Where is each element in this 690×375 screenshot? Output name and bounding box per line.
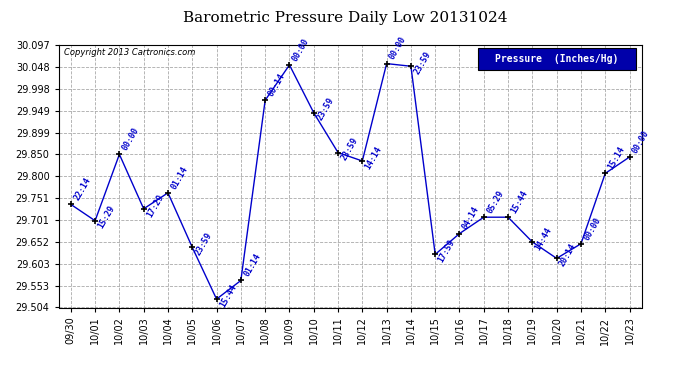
FancyBboxPatch shape	[478, 48, 636, 70]
Text: Copyright 2013 Cartronics.com: Copyright 2013 Cartronics.com	[64, 48, 196, 57]
Text: 14:44: 14:44	[533, 226, 554, 252]
Text: 15:44: 15:44	[509, 189, 530, 215]
Text: 00:00: 00:00	[631, 129, 651, 155]
Text: 22:14: 22:14	[72, 176, 92, 202]
Text: Barometric Pressure Daily Low 20131024: Barometric Pressure Daily Low 20131024	[183, 11, 507, 25]
Text: 23:59: 23:59	[315, 96, 335, 123]
Text: 00:00: 00:00	[290, 36, 311, 63]
Text: 01:14: 01:14	[242, 252, 262, 278]
Text: 23:59: 23:59	[339, 136, 359, 162]
Text: 05:29: 05:29	[485, 189, 505, 215]
Text: 20:14: 20:14	[558, 242, 578, 268]
Text: 17:59: 17:59	[436, 238, 457, 264]
Text: 00:00: 00:00	[388, 35, 408, 62]
Text: Pressure  (Inches/Hg): Pressure (Inches/Hg)	[495, 54, 619, 64]
Text: 23:59: 23:59	[193, 231, 214, 257]
Text: 15:14: 15:14	[607, 145, 627, 171]
Text: 15:29: 15:29	[97, 204, 117, 231]
Text: 00:14: 00:14	[266, 72, 286, 98]
Text: 14:14: 14:14	[364, 145, 384, 171]
Text: 17:29: 17:29	[145, 192, 165, 219]
Text: 15:44: 15:44	[218, 283, 238, 309]
Text: 23:59: 23:59	[412, 50, 433, 76]
Text: 00:00: 00:00	[582, 215, 602, 242]
Text: 04:14: 04:14	[461, 205, 481, 231]
Text: 01:14: 01:14	[169, 165, 190, 190]
Text: 00:00: 00:00	[121, 126, 141, 152]
